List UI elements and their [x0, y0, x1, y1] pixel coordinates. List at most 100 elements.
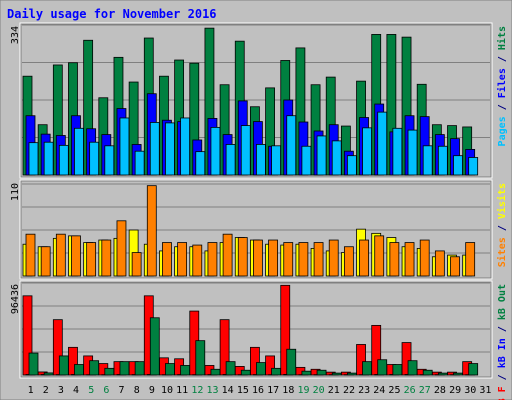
x-tick-label: 8 — [134, 385, 140, 396]
series-pages — [28, 111, 479, 176]
bar — [316, 369, 327, 376]
bar — [283, 242, 294, 277]
bar — [374, 235, 385, 277]
x-tick-label: 17 — [267, 385, 279, 396]
bar — [86, 242, 97, 277]
x-tick-label: 15 — [237, 385, 249, 396]
legend-label: Pages / Files / Hits — [496, 26, 508, 146]
bar — [28, 352, 39, 376]
bar — [43, 141, 54, 176]
x-tick-label: 28 — [434, 385, 446, 396]
x-tick-label: 26 — [404, 385, 416, 396]
bar — [222, 233, 233, 277]
x-tick-label: 18 — [282, 385, 294, 396]
bar — [271, 145, 281, 176]
panel-kbytes: 96436 kB F / kB In / kB Out — [10, 280, 508, 400]
x-tick-label: 5 — [88, 385, 94, 396]
legend-part: / — [497, 320, 508, 338]
bar — [28, 142, 39, 176]
bar — [301, 370, 312, 376]
x-tick-label: 7 — [119, 385, 125, 396]
x-tick-label: 24 — [373, 385, 385, 396]
bar — [149, 317, 160, 376]
bar — [116, 220, 127, 277]
bar — [43, 372, 54, 376]
bar — [101, 239, 112, 277]
panel-frame-highlight — [19, 22, 493, 179]
x-tick-label: 9 — [149, 385, 155, 396]
bar — [419, 239, 430, 277]
bar — [134, 361, 145, 376]
x-tick-label: 31 — [479, 385, 491, 396]
series-kb-out — [28, 317, 479, 376]
x-tick-label: 12 — [191, 385, 203, 396]
bar — [437, 145, 448, 176]
bar — [177, 242, 188, 277]
bar — [104, 367, 115, 376]
bar — [389, 242, 400, 277]
bar — [271, 367, 281, 376]
bar — [437, 372, 448, 376]
bar — [377, 111, 388, 176]
bar — [450, 256, 460, 277]
bar — [377, 359, 388, 376]
bar — [362, 361, 372, 376]
bar — [225, 144, 236, 176]
bar — [237, 237, 248, 277]
bar — [256, 362, 266, 376]
bar — [465, 242, 476, 277]
bar — [392, 127, 403, 176]
bar — [346, 372, 357, 376]
legend-part: Hits — [496, 26, 508, 50]
legend-label: kB F / kB In / kB Out — [497, 284, 508, 400]
x-tick-label: 4 — [73, 385, 79, 396]
bar — [225, 361, 236, 376]
bar — [25, 233, 36, 277]
bar — [40, 246, 51, 277]
legend-part: Files — [496, 68, 508, 98]
bar — [119, 361, 130, 376]
legend-part: kB In — [497, 338, 508, 368]
legend-part: kB F — [497, 386, 508, 400]
x-tick-label: 25 — [388, 385, 400, 396]
y-max-label: 334 — [10, 26, 21, 44]
bar — [180, 117, 191, 176]
x-tick-label: 13 — [206, 385, 218, 396]
x-tick-label: 16 — [252, 385, 264, 396]
legend-part: / — [497, 98, 508, 116]
bar — [119, 117, 130, 176]
panel-visits: 110 Sites / Visits — [10, 179, 508, 280]
bar — [422, 369, 433, 376]
bar — [453, 372, 463, 376]
bar — [192, 244, 203, 277]
bar — [162, 242, 172, 277]
bar — [207, 242, 218, 277]
bar — [331, 140, 342, 176]
series-sites — [25, 185, 476, 277]
bar — [71, 235, 81, 277]
bar — [58, 144, 69, 176]
chart-title: Daily usage for November 2016 — [7, 7, 217, 21]
bar — [331, 372, 342, 376]
bar — [362, 127, 372, 176]
x-tick-label: 6 — [103, 385, 109, 396]
bar — [165, 363, 175, 376]
panel-requests: 334 Pages / Files / Hits — [10, 22, 508, 179]
x-tick-label: 23 — [358, 385, 370, 396]
x-tick-label: 14 — [222, 385, 234, 396]
bar — [316, 135, 327, 176]
bar — [146, 185, 157, 277]
bar — [468, 157, 479, 176]
bar — [240, 125, 251, 176]
legend-part: / — [497, 50, 508, 68]
bar — [468, 363, 479, 376]
bar — [404, 242, 415, 277]
bar — [268, 239, 278, 277]
bar — [149, 122, 160, 176]
x-tick-label: 3 — [58, 385, 64, 396]
bar — [58, 355, 69, 376]
bar — [298, 242, 309, 277]
bar — [165, 122, 175, 176]
